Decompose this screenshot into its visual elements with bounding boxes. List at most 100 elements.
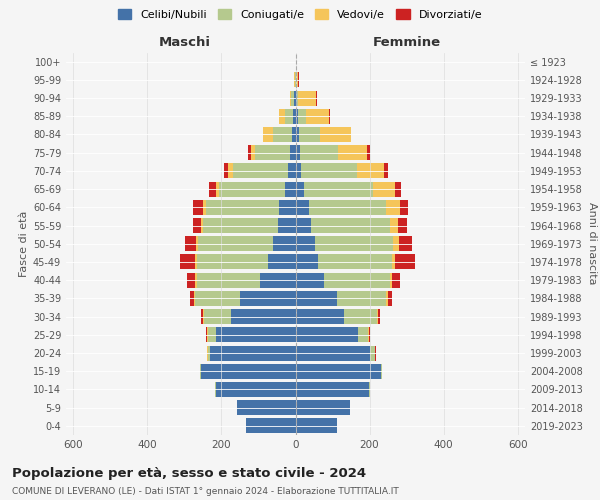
Legend: Celibi/Nubili, Coniugati/e, Vedovi/e, Divorziati/e: Celibi/Nubili, Coniugati/e, Vedovi/e, Di…: [115, 6, 485, 23]
Bar: [319, 254, 392, 270]
Bar: [375, 346, 376, 360]
Bar: [272, 236, 296, 251]
Bar: [296, 382, 369, 397]
Y-axis label: Anni di nascita: Anni di nascita: [587, 202, 597, 285]
Bar: [306, 109, 329, 124]
Bar: [215, 182, 219, 196]
Bar: [337, 291, 386, 306]
Bar: [197, 272, 260, 287]
Bar: [398, 218, 407, 233]
Bar: [311, 218, 389, 233]
Bar: [392, 272, 400, 287]
Bar: [203, 309, 204, 324]
Bar: [395, 182, 401, 196]
Bar: [278, 218, 296, 233]
Bar: [237, 400, 296, 415]
Bar: [228, 164, 233, 178]
Bar: [298, 109, 306, 124]
Bar: [195, 291, 240, 306]
Bar: [296, 418, 337, 434]
Bar: [393, 236, 399, 251]
Bar: [216, 328, 296, 342]
Bar: [288, 164, 296, 178]
Bar: [296, 127, 299, 142]
Bar: [279, 109, 285, 124]
Text: COMUNE DI LEVERANO (LE) - Dati ISTAT 1° gennaio 2024 - Elaborazione TUTTITALIA.I: COMUNE DI LEVERANO (LE) - Dati ISTAT 1° …: [12, 487, 399, 496]
Bar: [203, 200, 206, 215]
Text: Femmine: Femmine: [373, 36, 440, 49]
Bar: [198, 236, 272, 251]
Bar: [202, 309, 203, 324]
Bar: [193, 218, 201, 233]
Bar: [296, 200, 309, 215]
Bar: [285, 109, 293, 124]
Bar: [301, 164, 358, 178]
Bar: [200, 364, 201, 378]
Bar: [201, 364, 296, 378]
Bar: [298, 90, 316, 106]
Bar: [215, 382, 216, 397]
Bar: [279, 200, 296, 215]
Bar: [325, 272, 390, 287]
Bar: [296, 400, 350, 415]
Bar: [350, 127, 352, 142]
Bar: [195, 272, 197, 287]
Bar: [296, 346, 370, 360]
Bar: [233, 164, 288, 178]
Bar: [296, 236, 315, 251]
Bar: [292, 90, 295, 106]
Bar: [193, 200, 203, 215]
Bar: [315, 236, 393, 251]
Bar: [358, 328, 368, 342]
Bar: [296, 364, 382, 378]
Bar: [296, 309, 344, 324]
Bar: [263, 127, 272, 142]
Bar: [290, 90, 292, 106]
Bar: [203, 218, 278, 233]
Bar: [395, 254, 415, 270]
Bar: [296, 182, 304, 196]
Bar: [329, 109, 330, 124]
Bar: [296, 328, 358, 342]
Bar: [309, 200, 386, 215]
Bar: [295, 72, 296, 88]
Bar: [216, 382, 296, 397]
Bar: [209, 182, 215, 196]
Bar: [369, 382, 370, 397]
Bar: [211, 346, 296, 360]
Bar: [187, 272, 195, 287]
Bar: [240, 291, 296, 306]
Bar: [373, 182, 395, 196]
Bar: [251, 145, 255, 160]
Bar: [208, 328, 216, 342]
Bar: [367, 145, 370, 160]
Text: Popolazione per età, sesso e stato civile - 2024: Popolazione per età, sesso e stato civil…: [12, 466, 366, 479]
Bar: [180, 254, 195, 270]
Bar: [344, 309, 377, 324]
Bar: [224, 164, 228, 178]
Bar: [196, 236, 198, 251]
Bar: [300, 145, 338, 160]
Bar: [399, 236, 412, 251]
Bar: [386, 200, 400, 215]
Bar: [260, 272, 296, 287]
Bar: [268, 254, 296, 270]
Bar: [208, 346, 211, 360]
Bar: [296, 145, 300, 160]
Bar: [296, 164, 301, 178]
Bar: [386, 291, 388, 306]
Y-axis label: Fasce di età: Fasce di età: [19, 210, 29, 277]
Bar: [245, 418, 296, 434]
Bar: [400, 200, 408, 215]
Bar: [316, 90, 317, 106]
Bar: [369, 328, 370, 342]
Bar: [296, 291, 337, 306]
Bar: [370, 346, 375, 360]
Bar: [201, 218, 203, 233]
Bar: [248, 145, 251, 160]
Bar: [293, 109, 296, 124]
Bar: [272, 127, 292, 142]
Bar: [296, 72, 298, 88]
Bar: [206, 200, 279, 215]
Bar: [194, 291, 195, 306]
